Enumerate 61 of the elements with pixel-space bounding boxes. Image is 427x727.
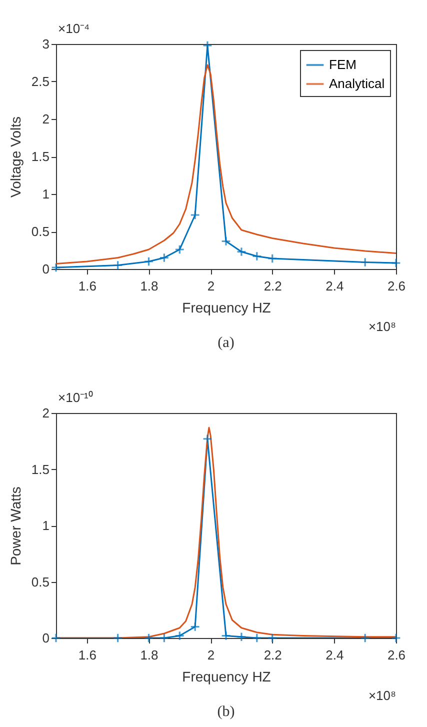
point (267, 633, 278, 643)
y-tick-label: 2 (42, 406, 50, 420)
point (252, 633, 262, 643)
point (360, 633, 370, 643)
text: ×10⁻⁴ (58, 21, 90, 36)
legend-label: Analytical (329, 76, 385, 91)
x-tick-label: 2.6 (387, 648, 406, 662)
point (236, 632, 246, 642)
x-tick-label: 2 (207, 648, 215, 662)
point (51, 633, 61, 643)
x-tick-label: 2.6 (387, 278, 406, 294)
point (190, 210, 200, 220)
y-tick-label: 0 (42, 630, 50, 646)
x-tick-label: 2.2 (264, 278, 282, 294)
text: ×10⁸ (368, 688, 396, 703)
x-tick-label: 2.4 (326, 648, 344, 662)
y-tick-label: 0 (42, 262, 50, 276)
y-axis-title: Voltage Volts (7, 116, 24, 198)
point (112, 633, 123, 643)
y-tick-label: 0.5 (31, 224, 50, 239)
y-tick-label: 2.5 (31, 74, 50, 89)
x-tick-label: 1.6 (78, 278, 96, 294)
point (267, 254, 278, 264)
x-axis-title: Frequency HZ (182, 668, 272, 684)
y-tick-label: 1 (42, 518, 50, 533)
text: ×10⁸ (368, 319, 396, 334)
point (221, 236, 231, 246)
y-tick-label: 1.5 (31, 149, 50, 164)
y-tick-label: 1 (42, 186, 50, 202)
point (159, 252, 170, 263)
point (159, 633, 170, 643)
x-tick-label: 1.8 (140, 648, 158, 662)
legend-label: FEM (329, 57, 356, 72)
x-tick-label: 2 (207, 278, 215, 294)
text: ×10⁻¹⁰ (58, 390, 94, 405)
text: (b) (217, 704, 235, 720)
point (252, 251, 262, 262)
point (221, 630, 231, 641)
point (144, 256, 154, 266)
x-tick-label: 1.8 (140, 278, 158, 294)
point (174, 244, 185, 254)
point (391, 258, 401, 268)
point (112, 260, 123, 270)
y-tick-label: 0.5 (31, 574, 50, 590)
x-tick-label: 2.4 (326, 278, 344, 294)
y-tick-label: 2 (42, 112, 50, 126)
point (51, 262, 61, 272)
point (174, 630, 185, 641)
text: (a) (218, 335, 234, 351)
y-axis-title: Power Watts (7, 486, 24, 566)
point (360, 257, 370, 268)
point (190, 622, 200, 632)
x-tick-label: 2.2 (264, 648, 282, 662)
y-tick-label: 3 (42, 36, 50, 52)
point (202, 434, 212, 444)
point (144, 633, 154, 643)
point (236, 246, 246, 257)
x-axis-title: Frequency HZ (182, 300, 272, 316)
point (391, 633, 401, 643)
y-tick-label: 1.5 (31, 462, 50, 477)
x-tick-label: 1.6 (78, 648, 96, 662)
